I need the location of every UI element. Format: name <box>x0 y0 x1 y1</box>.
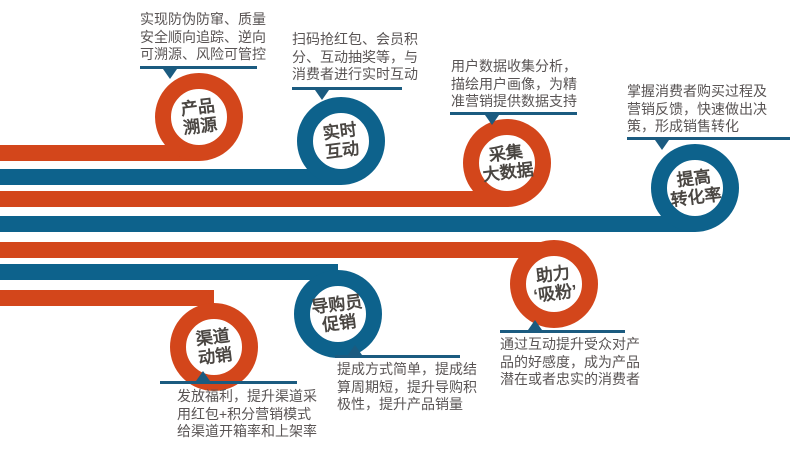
callout-text-big-data-collection: 用户数据收集分析， 描绘用户画像，为精 准营销提供数据支持 <box>451 58 577 109</box>
callout-text-fan-attraction: 通过互动提升受众对产 品的好感度，成为产品 潜在或者忠实的消费者 <box>500 336 640 387</box>
ring-big-data-collection <box>463 119 551 207</box>
callout-pointer-icon <box>315 90 329 100</box>
ring-conversion-rate <box>651 144 739 232</box>
callout-text-channel-sales: 发放福利，提升渠道采 用红包+积分营销模式 给渠道开箱率和上架率 <box>177 388 317 439</box>
callout-pointer-icon <box>655 140 669 150</box>
ring-channel-sales <box>170 303 258 391</box>
callout-line-realtime-interaction <box>292 87 402 90</box>
ring-fan-attraction <box>510 240 598 328</box>
callout-pointer-icon <box>196 371 210 381</box>
ring-promoter-sales <box>294 270 382 358</box>
ribbon-bar-product-traceability <box>0 145 199 161</box>
ribbon-bar-conversion-rate <box>0 216 695 232</box>
ribbon-bar-big-data-collection <box>0 191 507 207</box>
ribbon-bar-channel-sales <box>0 290 214 306</box>
ring-product-traceability <box>155 73 243 161</box>
callout-text-promoter-sales: 提成方式简单，提成结 算周期短，提升导购积 极性，提升产品销量 <box>337 361 477 412</box>
ribbon-bar-fan-attraction <box>0 242 554 258</box>
callout-line-channel-sales <box>160 381 297 384</box>
callout-text-product-traceability: 实现防伪防窜、质量 安全顺向追踪、逆向 可溯源、风险可管控 <box>140 11 266 62</box>
callout-pointer-icon <box>528 320 542 330</box>
ring-realtime-interaction <box>297 97 385 185</box>
callout-text-conversion-rate: 掌握消费者购买过程及 营销反馈，快速做出决 策，形成销售转化 <box>627 83 767 134</box>
callout-pointer-icon <box>348 345 362 355</box>
callout-line-product-traceability <box>140 66 257 69</box>
callout-pointer-icon <box>163 69 177 79</box>
callout-line-fan-attraction <box>500 330 625 333</box>
callout-line-conversion-rate <box>627 137 790 140</box>
callout-pointer-icon <box>485 115 499 125</box>
ribbon-bar-realtime-interaction <box>0 169 341 185</box>
ribbon-bar-promoter-sales <box>0 264 338 280</box>
callout-line-promoter-sales <box>335 355 460 358</box>
callout-line-big-data-collection <box>450 112 577 115</box>
callout-text-realtime-interaction: 扫码抢红包、会员积 分、互动抽奖等，与 消费者进行实时互动 <box>292 31 418 82</box>
